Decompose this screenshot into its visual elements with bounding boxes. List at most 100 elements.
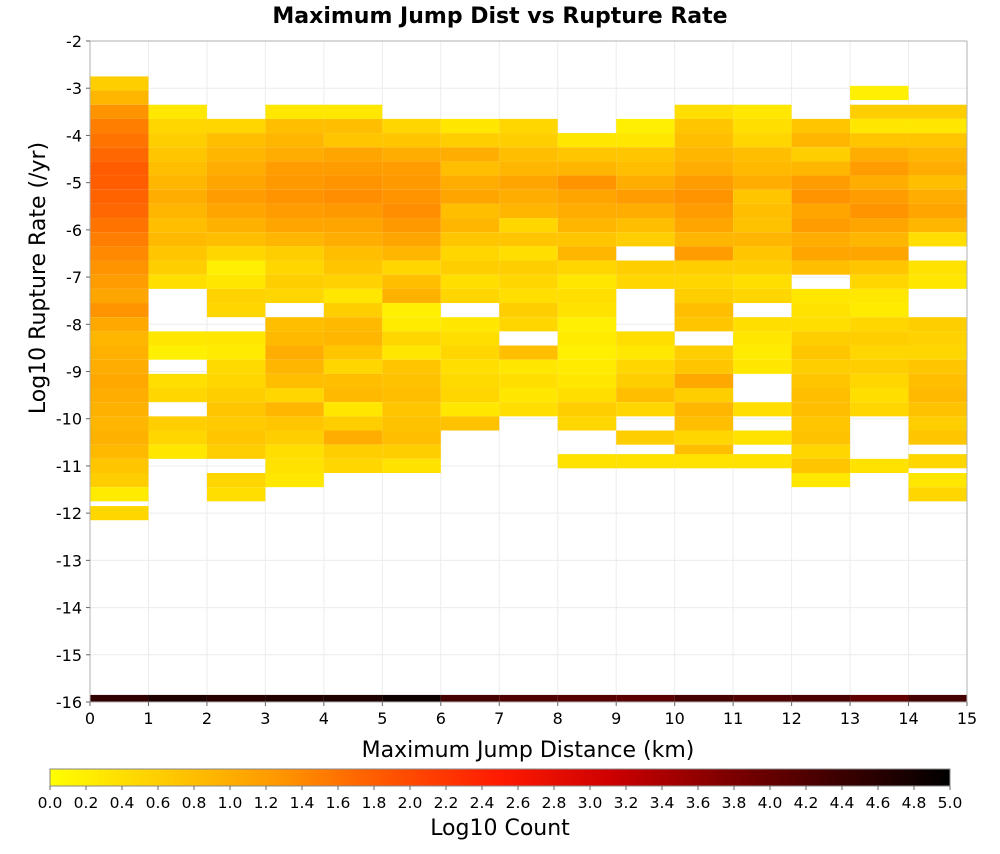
heatmap-cell	[206, 161, 266, 176]
heatmap-cell	[674, 175, 734, 190]
heatmap-cell	[791, 458, 851, 474]
heatmap-cell	[733, 147, 792, 162]
heatmap-cell	[382, 373, 441, 389]
heatmap-cell	[90, 303, 149, 318]
heatmap-cell	[323, 416, 383, 431]
heatmap-cell	[733, 246, 792, 261]
heatmap-cell	[90, 189, 149, 204]
heatmap-cell	[791, 331, 851, 346]
heatmap-cell	[440, 317, 500, 332]
heatmap-cell	[206, 246, 266, 261]
heatmap-cell-bottom	[499, 694, 558, 702]
heatmap-cell	[908, 133, 967, 148]
heatmap-cell	[499, 147, 558, 162]
heatmap-cell	[265, 473, 324, 488]
heatmap-cell	[90, 388, 149, 403]
heatmap-cell	[908, 260, 967, 275]
heatmap-cell	[323, 232, 383, 247]
heatmap-cell	[908, 373, 967, 389]
heatmap-cell	[90, 274, 149, 289]
heatmap-cell	[733, 260, 792, 275]
heatmap-cell	[557, 175, 617, 190]
heatmap-cell	[791, 473, 851, 488]
heatmap-cell	[148, 274, 207, 289]
heatmap-cell	[733, 317, 792, 332]
heatmap-cell	[265, 317, 324, 332]
y-tick-label: -6	[66, 221, 82, 240]
heatmap-cell	[382, 218, 441, 233]
heatmap-cell	[557, 147, 617, 162]
heatmap-cell	[382, 118, 441, 134]
x-tick-label: 6	[436, 709, 446, 728]
heatmap-cell	[674, 118, 734, 134]
heatmap-cell	[499, 133, 558, 148]
heatmap-cell	[440, 175, 500, 190]
heatmap-cell	[265, 133, 324, 148]
heatmap-cell	[206, 175, 266, 190]
heatmap-cell	[323, 246, 383, 261]
heatmap-cell	[265, 288, 324, 304]
heatmap-cell	[674, 402, 734, 417]
heatmap-cell	[616, 331, 675, 346]
heatmap-cell	[90, 506, 149, 521]
colorbar-tick-label: 0.2	[74, 794, 99, 812]
heatmap-cell	[733, 288, 792, 304]
heatmap-cell	[265, 147, 324, 162]
heatmap-cell	[850, 161, 909, 176]
heatmap-cell	[206, 331, 266, 346]
heatmap-cell	[850, 345, 909, 360]
heatmap-cell	[206, 147, 266, 162]
heatmap-cell	[382, 388, 441, 403]
heatmap-cell	[90, 218, 149, 233]
heatmap-cell	[850, 246, 909, 261]
heatmap-cell	[557, 246, 617, 261]
heatmap-cell	[557, 133, 617, 148]
x-tick-label: 2	[202, 709, 212, 728]
heatmap-cell	[850, 104, 909, 119]
heatmap-cell	[908, 118, 967, 134]
heatmap-cell	[791, 402, 851, 417]
colorbar-tick-label: 4.6	[866, 794, 891, 812]
heatmap-cell	[206, 189, 266, 204]
heatmap-cell	[791, 232, 851, 247]
heatmap-cell	[265, 402, 324, 417]
heatmap-cell	[850, 260, 909, 275]
y-tick-label: -5	[66, 174, 82, 193]
x-tick-label: 8	[553, 709, 563, 728]
heatmap-cell	[733, 175, 792, 190]
heatmap-cell	[206, 416, 266, 431]
heatmap-cell	[733, 345, 792, 360]
heatmap-cell	[148, 147, 207, 162]
heatmap-cell	[616, 359, 675, 374]
heatmap-cell	[90, 232, 149, 247]
heatmap-cell	[148, 444, 207, 459]
heatmap-cell	[791, 147, 851, 162]
heatmap-cell	[265, 104, 324, 119]
heatmap-cell	[440, 373, 500, 389]
heatmap-cell	[557, 359, 617, 374]
heatmap-cell	[148, 203, 207, 219]
heatmap-cell	[323, 189, 383, 204]
heatmap-cell	[206, 430, 266, 445]
heatmap-cell	[382, 133, 441, 148]
heatmap-cell	[616, 260, 675, 275]
heatmap-cell	[382, 331, 441, 346]
y-tick-label: -10	[56, 410, 82, 429]
heatmap-cell	[440, 218, 500, 233]
colorbar-tick-label: 2.2	[434, 794, 459, 812]
colorbar-tick-label: 3.2	[614, 794, 639, 812]
heatmap-cell	[674, 454, 734, 469]
heatmap-cell	[791, 218, 851, 233]
heatmap-cell	[733, 402, 792, 417]
heatmap-cell	[265, 189, 324, 204]
heatmap-cell	[148, 388, 207, 403]
chart-title: Maximum Jump Dist vs Rupture Rate	[272, 4, 727, 29]
heatmap-cell	[499, 203, 558, 219]
heatmap-cell	[440, 246, 500, 261]
y-tick-label: -12	[56, 504, 82, 523]
heatmap-cell	[206, 118, 266, 134]
heatmap-cell	[90, 373, 149, 389]
colorbar-tick-label: 3.0	[578, 794, 603, 812]
heatmap-cell	[382, 402, 441, 417]
heatmap-cell	[382, 345, 441, 360]
